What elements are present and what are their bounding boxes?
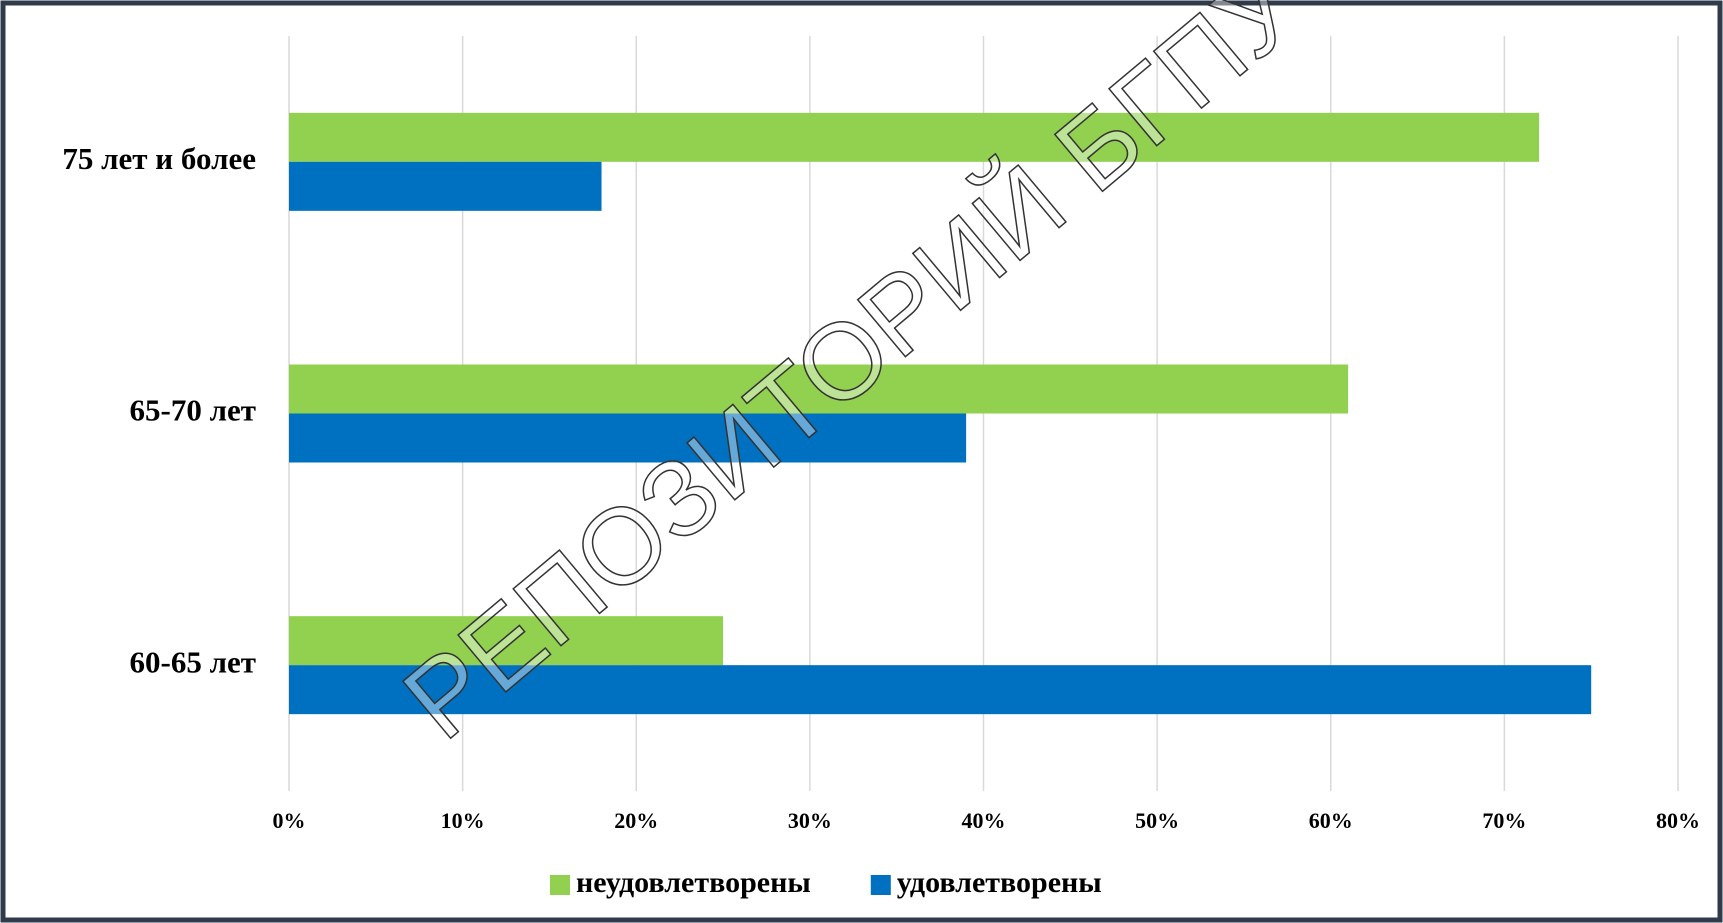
x-tick-label: 50% bbox=[1135, 808, 1179, 833]
x-tick-label: 40% bbox=[962, 808, 1006, 833]
bar bbox=[289, 364, 1349, 414]
bar bbox=[289, 112, 1540, 162]
legend-swatch bbox=[870, 875, 891, 895]
x-tick-label: 0% bbox=[273, 808, 306, 833]
x-tick-label: 20% bbox=[614, 808, 658, 833]
x-tick-label: 80% bbox=[1656, 808, 1700, 833]
bar bbox=[289, 161, 602, 211]
legend-label: неудовлетворены bbox=[576, 866, 811, 899]
x-tick-label: 70% bbox=[1482, 808, 1526, 833]
legend-swatch bbox=[550, 875, 570, 895]
bar bbox=[289, 665, 1592, 715]
x-tick-label: 30% bbox=[788, 808, 832, 833]
bar bbox=[289, 616, 724, 666]
bar bbox=[289, 413, 967, 463]
x-tick-label: 60% bbox=[1309, 808, 1353, 833]
x-tick-label: 10% bbox=[441, 808, 485, 833]
y-tick-label: 65-70 лет bbox=[130, 393, 256, 428]
legend-label: удовлетворены bbox=[897, 866, 1102, 899]
y-tick-label: 60-65 лет bbox=[130, 644, 256, 679]
plot: 0% 10% 20% 30% 40% 50% 60% 70% 80% 60-65 лет 65-70… bbox=[62, 36, 1700, 899]
y-tick-label: 75 лет и более bbox=[62, 141, 256, 176]
